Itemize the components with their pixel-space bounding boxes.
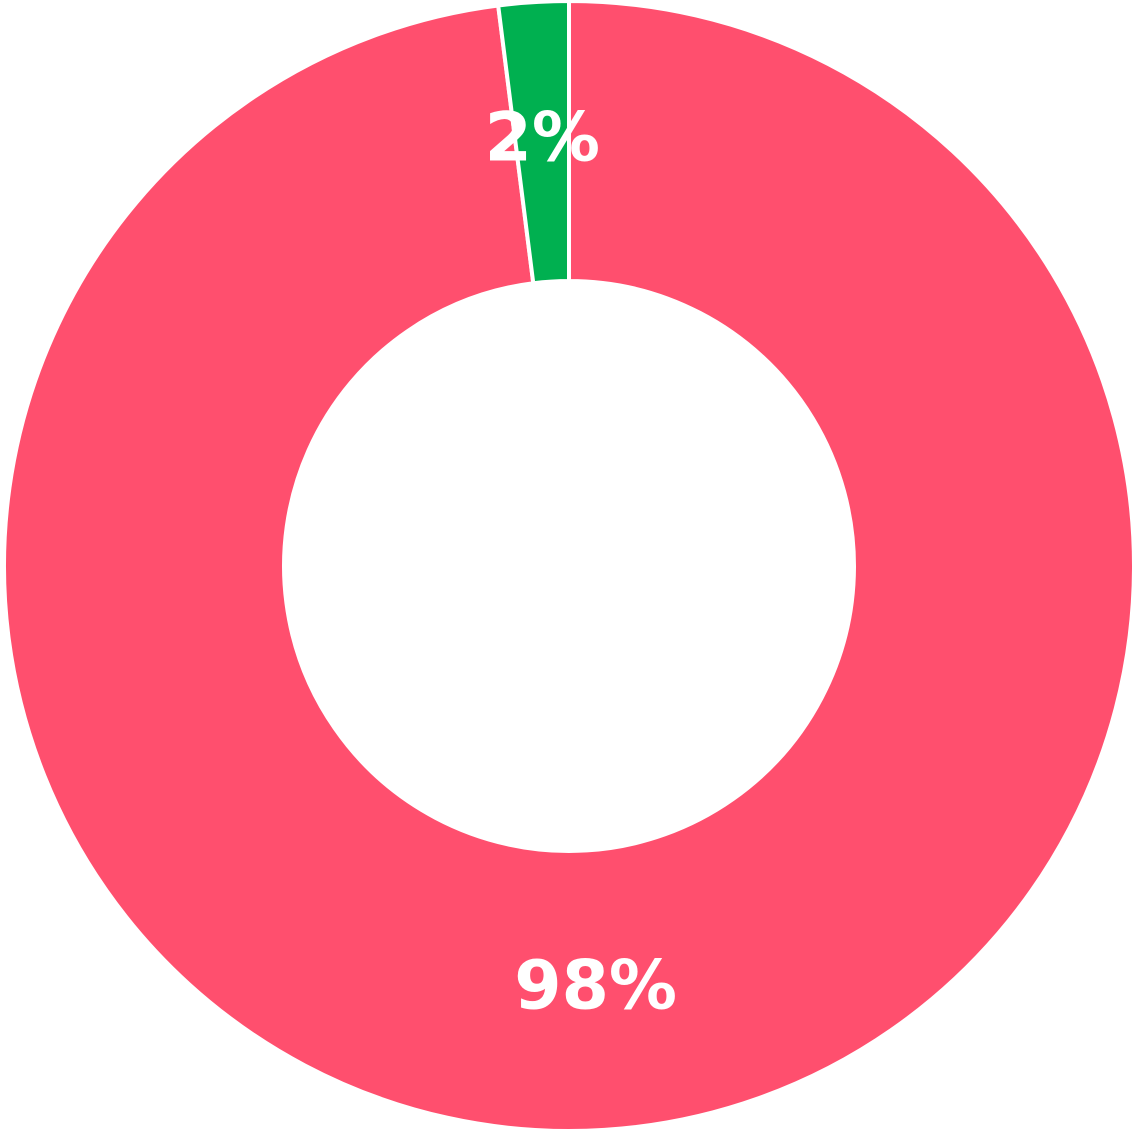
data-label: 98%: [514, 947, 677, 1026]
donut-slice: [495, 0, 571, 286]
data-label: 2%: [485, 98, 600, 177]
